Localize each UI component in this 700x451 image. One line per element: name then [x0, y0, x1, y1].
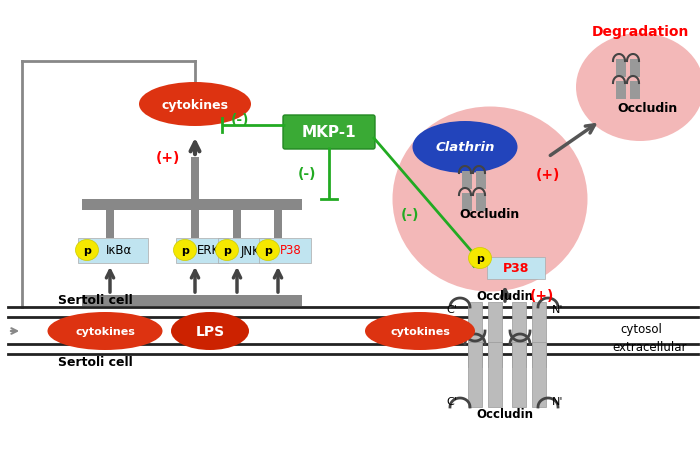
- Text: (+): (+): [156, 151, 180, 165]
- Text: cytosol: cytosol: [620, 323, 662, 336]
- Text: cytokines: cytokines: [162, 98, 228, 111]
- Text: Degradation: Degradation: [592, 25, 689, 39]
- Bar: [274, 211, 282, 239]
- Ellipse shape: [48, 312, 162, 350]
- Bar: [512, 302, 526, 367]
- Ellipse shape: [365, 312, 475, 350]
- Text: N': N': [552, 396, 564, 406]
- Ellipse shape: [412, 122, 517, 174]
- Bar: [630, 82, 640, 100]
- Bar: [532, 342, 546, 407]
- Text: Occludin: Occludin: [477, 290, 533, 303]
- Text: p: p: [181, 245, 189, 255]
- Text: p: p: [476, 253, 484, 263]
- Text: (-): (-): [231, 113, 249, 127]
- Text: P38: P38: [503, 262, 529, 275]
- Bar: [191, 158, 199, 199]
- Text: (-): (-): [400, 207, 419, 221]
- Ellipse shape: [216, 240, 239, 261]
- Bar: [476, 172, 486, 189]
- Text: ERK: ERK: [197, 244, 220, 257]
- Ellipse shape: [171, 312, 249, 350]
- Bar: [512, 342, 526, 407]
- Text: P38: P38: [280, 244, 302, 257]
- Ellipse shape: [256, 240, 279, 261]
- Text: MKP-1: MKP-1: [302, 125, 356, 140]
- Ellipse shape: [139, 83, 251, 127]
- Text: p: p: [264, 245, 272, 255]
- Bar: [82, 199, 302, 211]
- Bar: [462, 172, 472, 189]
- Text: JNK: JNK: [240, 244, 260, 257]
- Bar: [106, 211, 114, 239]
- Text: Sertoli cell: Sertoli cell: [58, 356, 133, 368]
- Text: IκBα: IκBα: [106, 244, 132, 257]
- Bar: [532, 302, 546, 367]
- Text: Occludin: Occludin: [618, 101, 678, 114]
- Bar: [476, 193, 486, 212]
- Text: cytokines: cytokines: [390, 326, 450, 336]
- Bar: [488, 302, 502, 367]
- Text: C': C': [447, 304, 457, 314]
- Bar: [468, 342, 482, 407]
- Ellipse shape: [393, 107, 587, 292]
- Bar: [191, 211, 199, 239]
- Bar: [259, 239, 311, 263]
- Bar: [176, 239, 228, 263]
- Text: Sertoli cell: Sertoli cell: [58, 294, 133, 307]
- Text: (-): (-): [298, 166, 316, 180]
- Bar: [82, 295, 302, 306]
- Text: N': N': [552, 304, 564, 314]
- Bar: [218, 239, 270, 263]
- Bar: [233, 211, 241, 239]
- FancyBboxPatch shape: [283, 116, 375, 150]
- Ellipse shape: [174, 240, 197, 261]
- Bar: [487, 258, 545, 279]
- Text: (+): (+): [530, 288, 554, 302]
- Text: Occludin: Occludin: [477, 408, 533, 421]
- Text: (+): (+): [536, 168, 560, 182]
- Ellipse shape: [468, 248, 491, 269]
- Text: C': C': [447, 396, 457, 406]
- Bar: [78, 239, 148, 263]
- Bar: [468, 302, 482, 367]
- Bar: [616, 60, 626, 78]
- Text: p: p: [83, 245, 91, 255]
- Text: p: p: [223, 245, 231, 255]
- Text: extracellular: extracellular: [612, 341, 687, 354]
- Text: LPS: LPS: [195, 324, 225, 338]
- Bar: [488, 342, 502, 407]
- Ellipse shape: [576, 34, 700, 142]
- Ellipse shape: [76, 240, 99, 261]
- Text: Clathrin: Clathrin: [435, 141, 495, 154]
- Bar: [616, 82, 626, 100]
- Bar: [462, 193, 472, 212]
- Text: cytokines: cytokines: [75, 326, 135, 336]
- Bar: [630, 60, 640, 78]
- Text: Occludin: Occludin: [460, 208, 520, 221]
